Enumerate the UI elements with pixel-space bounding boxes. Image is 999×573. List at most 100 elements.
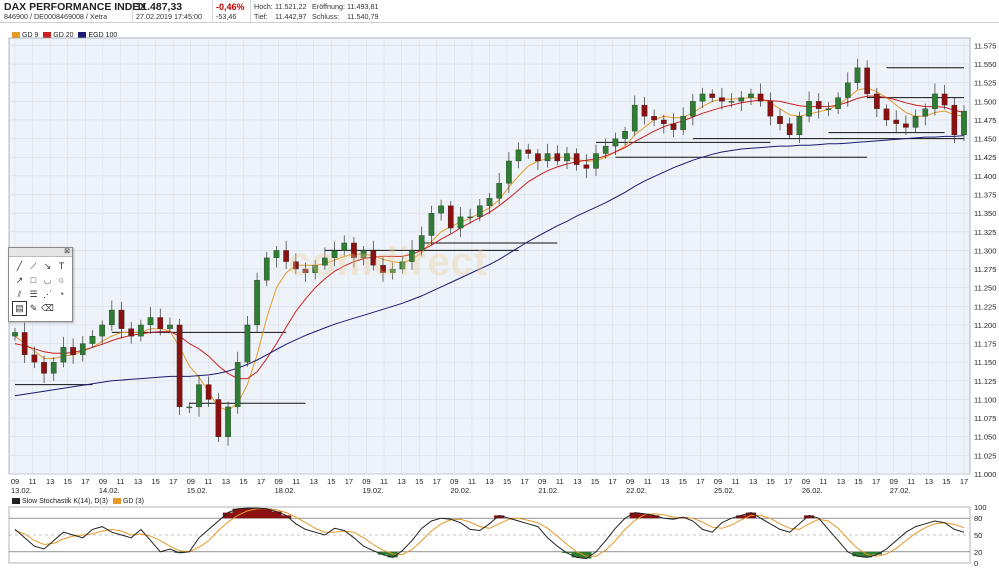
- x-date-label: 22.02.: [626, 486, 647, 495]
- list-icon[interactable]: ▤: [12, 301, 27, 316]
- instrument-title: DAX PERFORMANCE INDEX: [4, 1, 147, 13]
- eraser-icon[interactable]: ⌫: [41, 303, 54, 313]
- change-cell: -0,46% -53,46: [212, 0, 251, 22]
- x-tick-label: 17: [433, 477, 441, 486]
- x-tick-label: 15: [591, 477, 599, 486]
- candle-body: [283, 250, 289, 262]
- y-tick-label: 11.475: [974, 116, 996, 125]
- candle-body: [506, 160, 512, 184]
- x-tick-label: 13: [573, 477, 581, 486]
- candle-body: [660, 119, 667, 124]
- candle-body: [370, 250, 377, 266]
- x-tick-label: 09: [450, 477, 458, 486]
- high-label: Hoch:: [254, 2, 273, 11]
- stoch-oversold-fill: [387, 551, 398, 558]
- candle-body: [777, 116, 783, 124]
- x-tick-label: 11: [820, 477, 828, 486]
- x-tick-label: 15: [239, 477, 247, 486]
- x-tick-label: 11: [468, 477, 476, 486]
- x-tick-label: 13: [837, 477, 845, 486]
- candle-body: [409, 250, 415, 262]
- low-value: 11.442,97: [275, 12, 307, 21]
- x-tick-label: 11: [117, 477, 125, 486]
- candle-body: [903, 123, 909, 128]
- stoch-overbought-fill: [251, 508, 263, 519]
- x-tick-label: 09: [890, 477, 898, 486]
- chart-legend: GD 9 GD 20 EGD 100: [12, 32, 117, 39]
- candle-body: [341, 242, 348, 251]
- candle-body: [331, 250, 338, 259]
- fibo-arc-icon[interactable]: ◔: [58, 289, 65, 299]
- candle-body: [215, 399, 222, 437]
- candle-body: [941, 93, 948, 106]
- stoch-overbought-fill: [494, 515, 505, 519]
- last-price-cell: 11.487,33 27.02.2019 17:45:00: [132, 0, 213, 22]
- stoch-overbought-fill: [629, 512, 640, 519]
- x-tick-label: 15: [64, 477, 72, 486]
- x-tick-label: 11: [907, 477, 915, 486]
- candle-body: [844, 82, 851, 98]
- candle-body: [186, 406, 193, 409]
- x-tick-label: 11: [204, 477, 212, 486]
- candle-body: [302, 268, 309, 273]
- gann-fan-icon[interactable]: ⋰: [43, 289, 52, 299]
- stoch-legend: Slow Stochastik K(14), D(3) GD (3): [12, 498, 144, 505]
- x-tick-label: 11: [732, 477, 740, 486]
- candle-body: [757, 93, 764, 102]
- candle-body: [263, 257, 270, 281]
- text-tool-icon[interactable]: T: [58, 261, 65, 271]
- x-date-label: 14.02.: [99, 486, 120, 495]
- stoch-overbought-fill: [803, 515, 815, 519]
- trend-channel-icon[interactable]: ⫽: [17, 289, 22, 299]
- stoch-overbought-fill: [222, 512, 234, 519]
- stoch-overbought-fill: [639, 513, 650, 519]
- stoch-y-tick-label: 20: [974, 548, 982, 557]
- toolbox-titlebar[interactable]: ⊠: [9, 248, 72, 257]
- candle-body: [564, 153, 570, 162]
- candle-body: [602, 145, 609, 154]
- stoch-oversold-fill: [571, 551, 582, 558]
- x-tick-label: 11: [380, 477, 388, 486]
- fibonacci-icon[interactable]: ☰: [29, 289, 38, 299]
- circle-tool-icon[interactable]: ○: [58, 275, 65, 285]
- x-date-label: 19.02.: [362, 486, 383, 495]
- candle-body: [786, 123, 793, 136]
- candle-body: [544, 153, 551, 162]
- rectangle-tool-icon[interactable]: □: [30, 275, 37, 285]
- stoch-k-swatch: [12, 498, 20, 504]
- candle-body: [380, 265, 386, 273]
- candle-body: [738, 97, 745, 102]
- draw-icon[interactable]: ✎: [29, 303, 38, 313]
- stoch-oversold-fill: [871, 551, 883, 555]
- y-tick-label: 11.025: [974, 451, 996, 460]
- watermark-logo: comdirect: [288, 240, 489, 284]
- arc-tool-icon[interactable]: ◡: [43, 275, 52, 285]
- candle-body: [670, 123, 677, 130]
- candle-body: [467, 216, 473, 219]
- stoch-d-swatch: [112, 498, 121, 504]
- candle-body: [496, 183, 503, 199]
- stoch-overbought-fill: [242, 508, 253, 519]
- candle-body: [535, 153, 541, 162]
- ohlc-cell: Hoch: 11.521,22 Eröffnung: 11.493,81 Tie…: [250, 0, 410, 22]
- drawing-toolbox[interactable]: ⊠ ╱ ⟋ ↘ T ↗ □ ◡ ○ ⫽ ☰ ⋰ ◔ ▤ ✎ ⌫: [8, 247, 73, 322]
- arrow-up-icon[interactable]: ↗: [15, 275, 24, 285]
- x-tick-label: 09: [626, 477, 634, 486]
- candle-body: [205, 384, 212, 400]
- ray-tool-icon[interactable]: ⟋: [30, 261, 37, 271]
- open-value: 11.493,81: [347, 2, 379, 11]
- candle-body: [651, 116, 657, 121]
- y-tick-label: 11.225: [974, 302, 996, 311]
- candle-body: [486, 198, 493, 206]
- candle-body: [767, 101, 774, 117]
- change-absolute: -53,46: [216, 12, 237, 21]
- stoch-oversold-fill: [581, 551, 592, 559]
- x-date-label: 13.02.: [11, 486, 32, 495]
- candle-body: [118, 309, 125, 329]
- line-tool-icon[interactable]: ╱: [16, 261, 23, 271]
- candle-body: [50, 362, 57, 374]
- close-icon[interactable]: ⊠: [64, 248, 70, 255]
- x-tick-label: 15: [415, 477, 423, 486]
- arrow-tool-icon[interactable]: ↘: [43, 261, 52, 271]
